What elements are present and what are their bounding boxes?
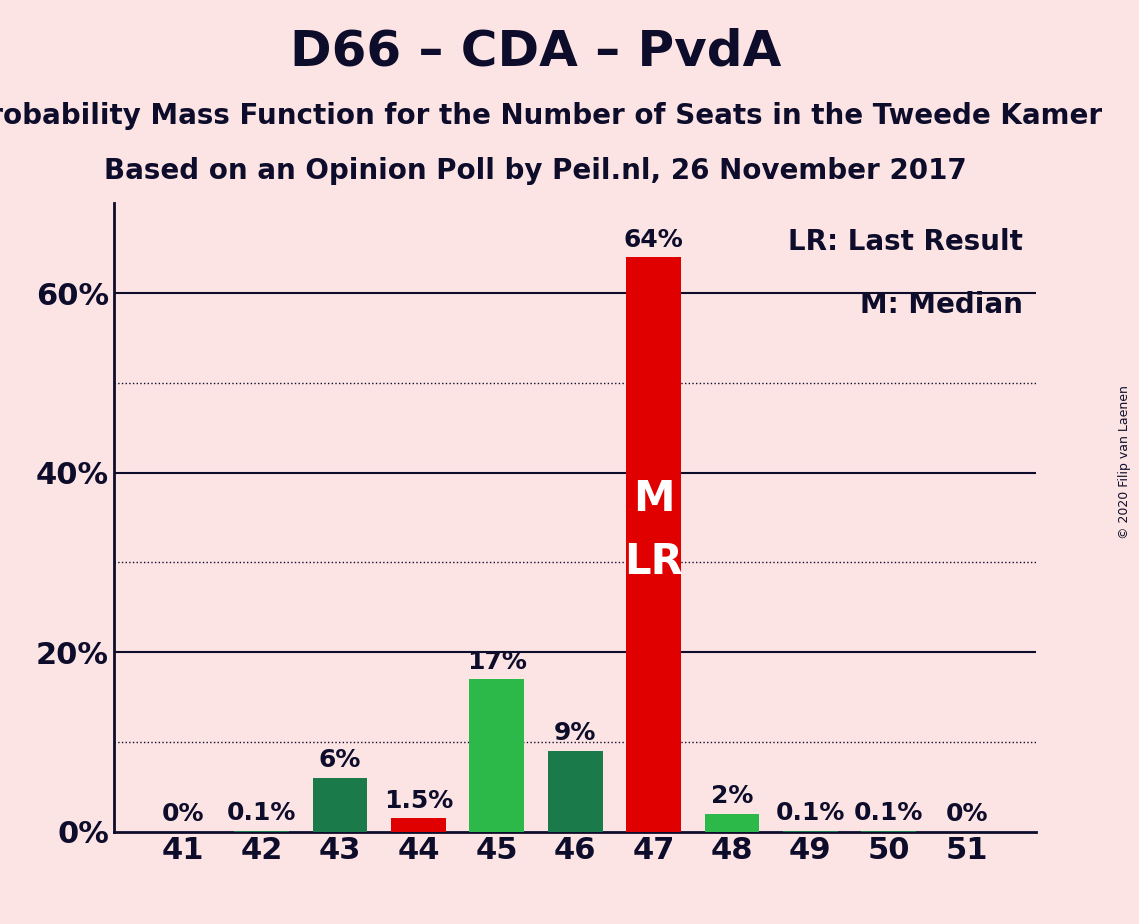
Text: 17%: 17%: [467, 650, 526, 674]
Text: 2%: 2%: [711, 784, 753, 808]
Bar: [391, 818, 445, 832]
Text: 0.1%: 0.1%: [227, 801, 296, 825]
Bar: [312, 778, 368, 832]
Bar: [705, 814, 760, 832]
Text: M: M: [633, 479, 674, 520]
Text: 1.5%: 1.5%: [384, 789, 453, 813]
Text: 9%: 9%: [554, 722, 597, 746]
Text: LR: LR: [624, 541, 683, 583]
Text: LR: Last Result: LR: Last Result: [788, 228, 1023, 257]
Text: Based on an Opinion Poll by Peil.nl, 26 November 2017: Based on an Opinion Poll by Peil.nl, 26 …: [104, 157, 967, 185]
Text: Probability Mass Function for the Number of Seats in the Tweede Kamer: Probability Mass Function for the Number…: [0, 102, 1101, 129]
Text: 0%: 0%: [945, 802, 989, 826]
Text: 6%: 6%: [319, 748, 361, 772]
Bar: [626, 257, 681, 832]
Text: 0.1%: 0.1%: [776, 801, 845, 825]
Text: M: Median: M: Median: [860, 291, 1023, 320]
Text: D66 – CDA – PvdA: D66 – CDA – PvdA: [289, 28, 781, 76]
Text: 64%: 64%: [624, 227, 683, 251]
Text: © 2020 Filip van Laenen: © 2020 Filip van Laenen: [1118, 385, 1131, 539]
Text: 0.1%: 0.1%: [854, 801, 924, 825]
Bar: [469, 679, 524, 832]
Bar: [548, 751, 603, 832]
Text: 0%: 0%: [162, 802, 205, 826]
